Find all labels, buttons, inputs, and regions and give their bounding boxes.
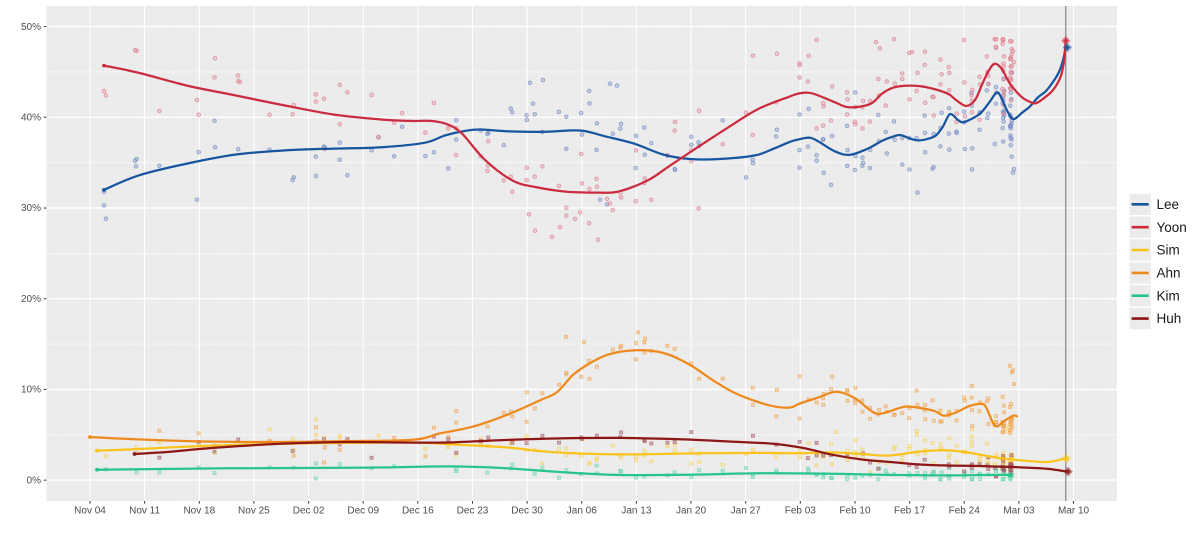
svg-text:Jan 20: Jan 20 xyxy=(676,506,706,517)
svg-text:Feb 10: Feb 10 xyxy=(839,506,871,517)
svg-text:Dec 02: Dec 02 xyxy=(293,506,325,517)
svg-text:Lee: Lee xyxy=(1157,197,1180,212)
svg-text:50%: 50% xyxy=(21,22,41,33)
svg-text:Yoon: Yoon xyxy=(1157,220,1187,235)
svg-text:Mar 03: Mar 03 xyxy=(1003,506,1035,517)
svg-text:Nov 18: Nov 18 xyxy=(183,506,215,517)
svg-text:Dec 30: Dec 30 xyxy=(511,506,543,517)
svg-text:Dec 23: Dec 23 xyxy=(457,506,489,517)
svg-text:30%: 30% xyxy=(21,203,41,214)
svg-text:Dec 09: Dec 09 xyxy=(347,506,379,517)
svg-text:Jan 06: Jan 06 xyxy=(567,506,597,517)
svg-text:Dec 16: Dec 16 xyxy=(402,506,434,517)
svg-text:Huh: Huh xyxy=(1157,311,1182,326)
svg-text:Nov 04: Nov 04 xyxy=(74,506,106,517)
svg-text:Nov 25: Nov 25 xyxy=(238,506,270,517)
svg-text:20%: 20% xyxy=(21,294,41,305)
svg-text:Nov 11: Nov 11 xyxy=(129,506,160,517)
svg-text:Feb 03: Feb 03 xyxy=(785,506,817,517)
svg-text:Ahn: Ahn xyxy=(1157,266,1181,281)
svg-text:Sim: Sim xyxy=(1157,243,1180,258)
svg-text:Jan 13: Jan 13 xyxy=(621,506,651,517)
svg-text:Mar 10: Mar 10 xyxy=(1058,506,1090,517)
svg-text:0%: 0% xyxy=(27,475,42,486)
svg-text:40%: 40% xyxy=(21,113,41,124)
svg-text:10%: 10% xyxy=(21,385,41,396)
svg-text:Kim: Kim xyxy=(1157,288,1180,303)
svg-text:Feb 24: Feb 24 xyxy=(949,506,981,517)
svg-text:Feb 17: Feb 17 xyxy=(894,506,926,517)
svg-text:Jan 27: Jan 27 xyxy=(731,506,761,517)
